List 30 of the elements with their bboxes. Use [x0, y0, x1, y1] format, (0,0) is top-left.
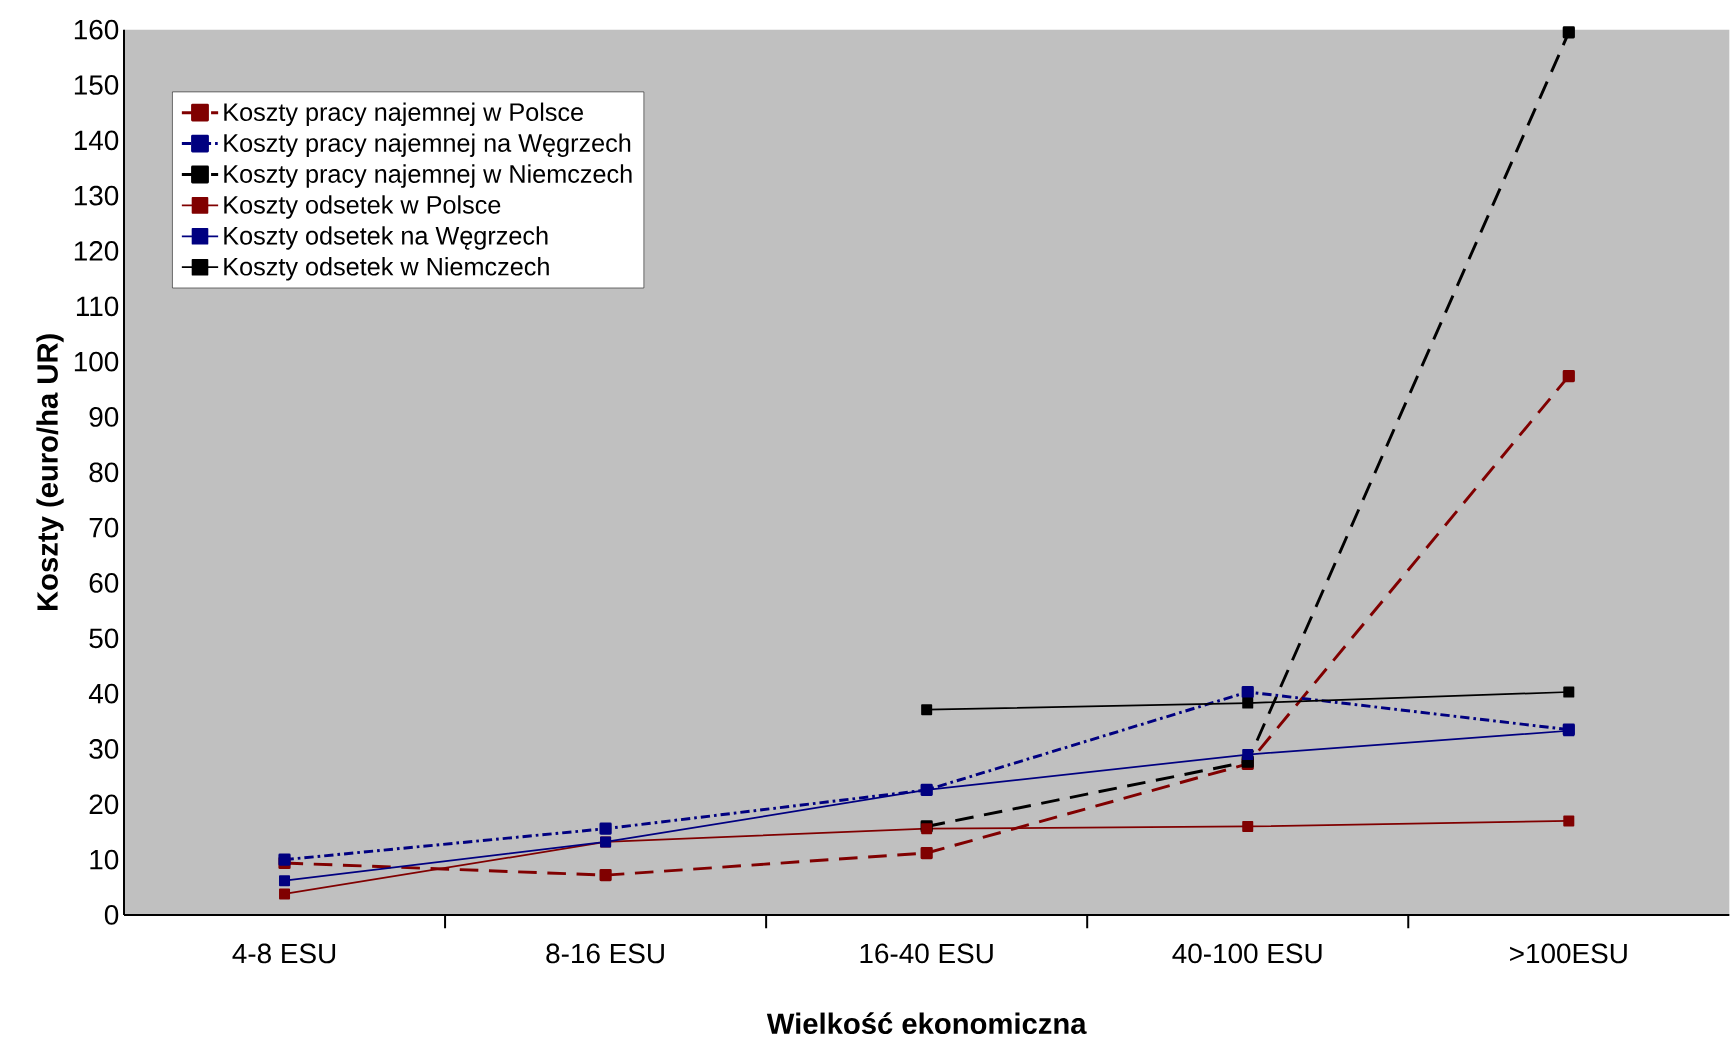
legend-label: Koszty pracy najemnej na Węgrzech [224, 133, 631, 157]
y-tick-label: 70 [89, 517, 119, 538]
legend-label: Koszty odsetek w Niemczech [224, 257, 549, 281]
y-tick-label: 130 [74, 185, 119, 206]
y-tick-label: 160 [74, 19, 119, 40]
y-tick-label: 110 [76, 296, 119, 317]
x-axis-title: Wielkość ekonomiczna [766, 1012, 1087, 1035]
x-tick-label: 8-16 ESU [546, 943, 664, 964]
y-tick-label: 120 [74, 241, 119, 261]
y-tick-label: 90 [89, 407, 119, 427]
legend-label: Koszty pracy najemnej w Niemczech [224, 164, 632, 188]
x-tick-label: 4-8 ESU [232, 943, 336, 964]
legend-label: Koszty odsetek w Polsce [224, 195, 501, 219]
y-tick-label: 100 [74, 351, 119, 372]
y-tick-label: 10 [90, 849, 119, 870]
legend-label: Koszty pracy najemnej w Polsce [224, 102, 583, 127]
y-tick-label: 140 [74, 130, 119, 151]
y-tick-label: 20 [89, 794, 119, 815]
y-tick-label: 50 [89, 628, 119, 649]
x-tick-label: 16-40 ESU [860, 943, 993, 964]
y-tick-label: 60 [89, 573, 119, 593]
legend-label: Koszty odsetek na Węgrzech [224, 226, 548, 250]
x-tick-label: 40-100 ESU [1172, 943, 1322, 964]
y-tick-label: 150 [74, 75, 119, 95]
y-tick-label: 0 [104, 905, 119, 925]
y-axis-title: Koszty (euro/ha UR) [36, 334, 64, 611]
y-tick-label: 80 [89, 462, 119, 483]
x-tick-label: >100ESU [1510, 943, 1627, 964]
y-tick-label: 40 [88, 683, 119, 704]
y-tick-label: 30 [89, 739, 119, 759]
